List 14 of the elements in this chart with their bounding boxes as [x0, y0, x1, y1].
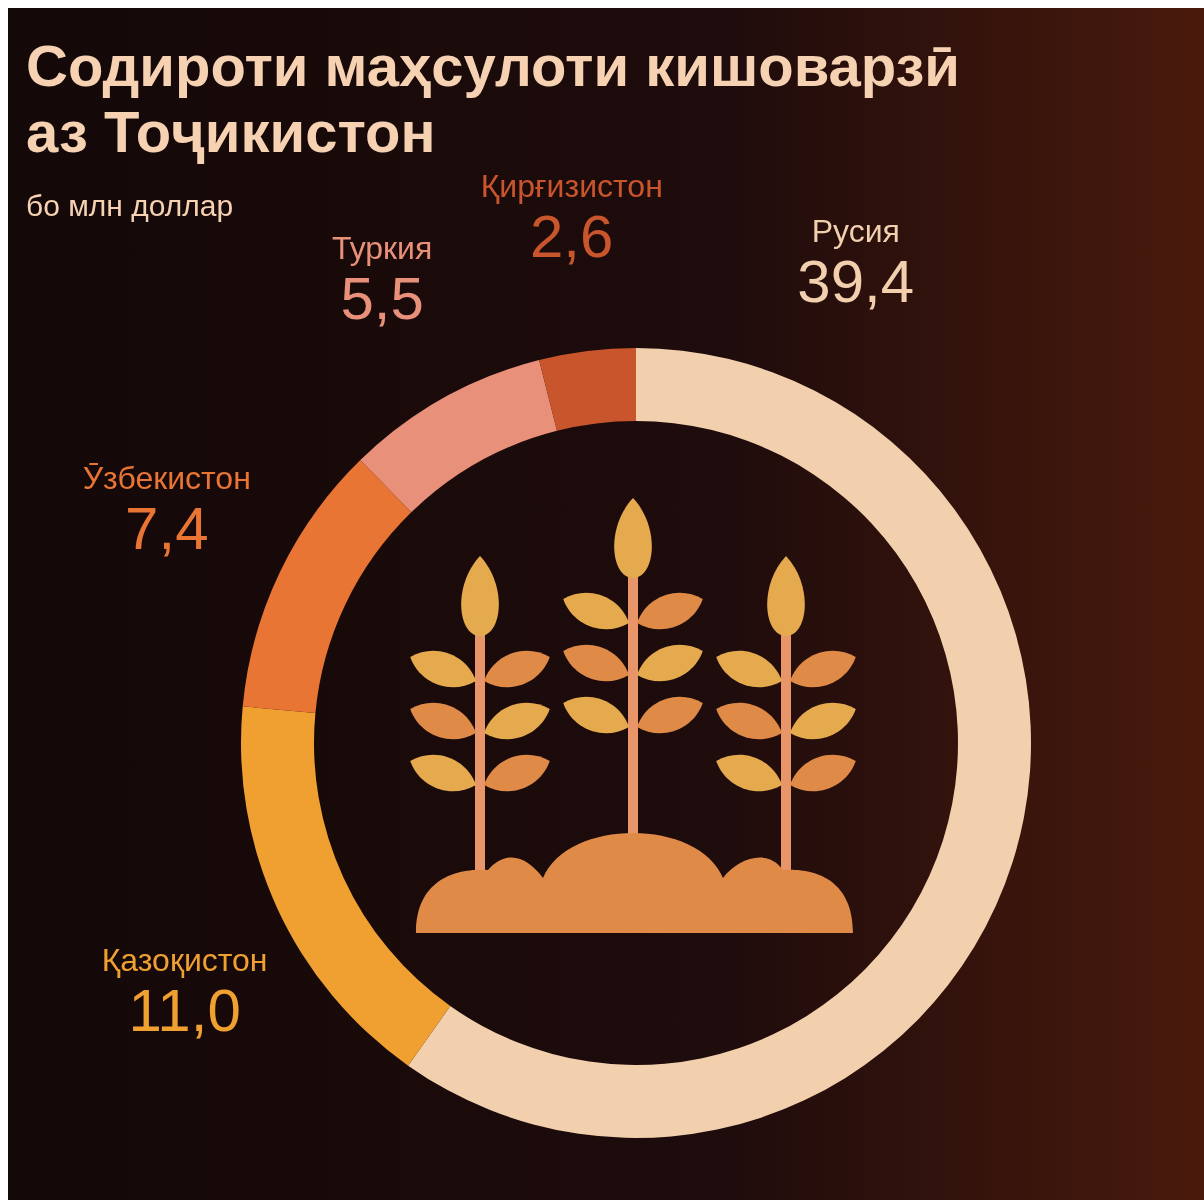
slice-label: Қирғизистон — [480, 167, 663, 204]
donut-slice — [360, 360, 557, 513]
donut-slice — [539, 348, 636, 431]
data-label: 2,6 — [530, 202, 614, 270]
slice-label: Русия — [811, 212, 900, 249]
data-label: 11,0 — [128, 977, 241, 1045]
chart-title: Содироти маҳсулоти кишоварзӣ аз Тоҷикистон — [26, 33, 961, 164]
donut-slice — [408, 348, 1031, 1138]
text: бо млн доллар — [26, 189, 234, 222]
data-label: 7,4 — [125, 494, 209, 562]
slice-label: Ӯзбекистон — [82, 459, 251, 496]
slice-label: Туркия — [331, 230, 433, 267]
slice-label: Қазоқистон — [101, 942, 268, 979]
data-label: 5,5 — [340, 265, 424, 333]
